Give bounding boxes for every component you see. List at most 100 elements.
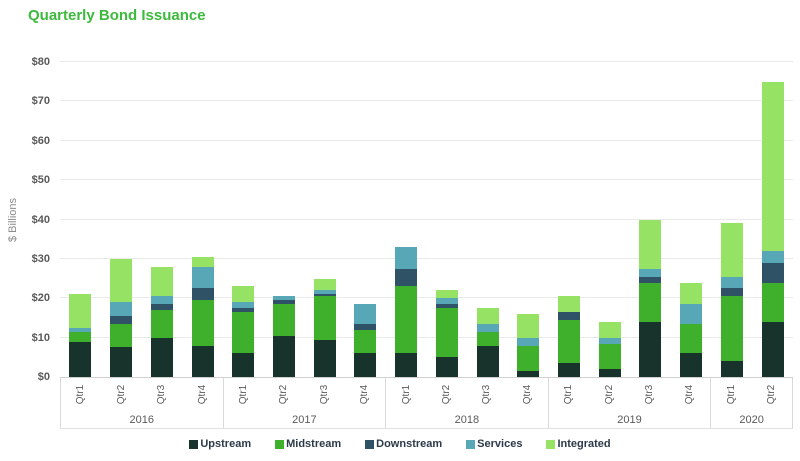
bar-segment-upstream [598, 369, 621, 377]
bar-segment-services [150, 296, 173, 305]
bar-segment-downstream [232, 308, 255, 313]
plot-area [60, 61, 793, 377]
bar-segment-integrated [517, 314, 540, 338]
bar-segment-upstream [395, 353, 418, 377]
x-axis-quarter-label: Qtr3 [481, 384, 493, 405]
bar-segment-upstream [110, 347, 133, 377]
x-axis-quarter-cell: Qtr4 [507, 378, 547, 411]
bar-segment-midstream [435, 308, 458, 358]
bar-column-2017-qtr2 [264, 62, 305, 377]
stacked-bar-2016-qtr1 [69, 294, 92, 377]
quarter-label-row: Qtr1 Qtr2 Qtr3 Qtr4 [61, 378, 223, 411]
gridline [60, 100, 793, 102]
stacked-bar-2019-qtr4 [680, 282, 703, 377]
stacked-bar-2019-qtr1 [558, 296, 581, 377]
y-axis-tick-label: $70 [31, 95, 50, 108]
x-axis-quarter-cell: Qtr4 [670, 378, 710, 411]
bar-segment-midstream [313, 296, 336, 340]
bar-group-2016 [60, 62, 223, 377]
x-axis-quarter-cell: Qtr2 [101, 378, 141, 411]
bar-segment-midstream [272, 304, 295, 336]
stacked-bar-2020-qtr2 [761, 81, 784, 377]
y-axis-tick-label: $50 [31, 174, 50, 187]
x-axis-quarter-cell: Qtr1 [224, 378, 264, 411]
x-axis-quarter-cell: Qtr2 [589, 378, 629, 411]
bar-segment-upstream [313, 339, 336, 377]
bar-segment-integrated [110, 258, 133, 303]
bar-segment-services [476, 323, 499, 332]
bar-segment-upstream [761, 321, 784, 377]
bar-column-2019-qtr2 [589, 62, 630, 377]
bar-column-2018-qtr1 [386, 62, 427, 377]
year-label-row: 2016 [61, 411, 223, 428]
legend-label: Services [477, 438, 523, 450]
bar-segment-downstream [191, 288, 214, 301]
bar-segment-upstream [720, 361, 743, 377]
bar-segment-integrated [720, 223, 743, 277]
bar-segment-downstream [720, 288, 743, 297]
bar-segment-downstream [558, 312, 581, 320]
legend-swatch-upstream [189, 439, 199, 449]
bar-group-2019 [549, 62, 712, 377]
bar-segment-midstream [680, 323, 703, 354]
x-axis-quarter-label: Qtr2 [116, 384, 128, 405]
bar-segment-services [69, 327, 92, 332]
bar-group-2020 [712, 62, 793, 377]
x-axis-quarter-label: Qtr3 [319, 384, 331, 405]
x-axis-quarter-cell: Qtr2 [427, 378, 467, 411]
x-axis-year-label: 2019 [617, 413, 642, 426]
bar-segment-downstream [395, 268, 418, 287]
x-axis-group-2018: Qtr1 Qtr2 Qtr3 Qtr4 2018 [386, 378, 549, 428]
x-axis-quarter-label: Qtr1 [400, 384, 412, 405]
stacked-bar-2018-qtr3 [476, 308, 499, 377]
bar-segment-upstream [680, 353, 703, 377]
bar-segment-downstream [761, 262, 784, 283]
bar-segment-downstream [272, 300, 295, 305]
chart-title: Quarterly Bond Issuance [28, 7, 206, 24]
year-label-row: 2020 [711, 411, 792, 428]
stacked-bar-2018-qtr2 [435, 290, 458, 377]
x-axis-quarter-cell: Qtr3 [304, 378, 344, 411]
x-axis-quarter-cell: Qtr3 [467, 378, 507, 411]
bar-segment-services [517, 337, 540, 346]
x-axis-year-label: 2020 [739, 413, 764, 426]
y-axis-tick-label: $30 [31, 252, 50, 265]
stacked-bar-2017-qtr1 [232, 286, 255, 377]
x-axis-quarter-label: Qtr4 [521, 384, 533, 405]
bar-group-2018 [386, 62, 549, 377]
legend-swatch-services [466, 439, 476, 449]
stacked-bar-2017-qtr2 [272, 296, 295, 377]
bar-segment-services [313, 290, 336, 295]
bar-segment-integrated [150, 266, 173, 297]
gridline [60, 297, 793, 299]
x-axis-quarter-label: Qtr1 [238, 384, 250, 405]
bar-segment-midstream [232, 312, 255, 354]
y-axis-tick-label: $20 [31, 292, 50, 305]
stacked-bar-2016-qtr2 [110, 258, 133, 377]
bar-segment-midstream [558, 319, 581, 364]
x-axis-quarter-cell: Qtr2 [752, 378, 792, 411]
bar-column-2017-qtr4 [345, 62, 386, 377]
bar-segment-upstream [639, 321, 662, 377]
bar-series [60, 62, 793, 377]
bar-segment-upstream [69, 341, 92, 377]
bar-segment-services [354, 304, 377, 324]
gridline [60, 179, 793, 181]
bar-segment-services [761, 251, 784, 263]
year-label-row: 2017 [224, 411, 386, 428]
bar-segment-services [435, 298, 458, 305]
bar-segment-services [272, 296, 295, 301]
legend-item-integrated: Integrated [546, 438, 611, 450]
bar-segment-upstream [150, 337, 173, 377]
quarter-label-row: Qtr1 Qtr2 Qtr3 Qtr4 [386, 378, 548, 411]
x-axis-quarter-label: Qtr1 [75, 384, 87, 405]
bar-segment-services [720, 276, 743, 289]
bar-segment-integrated [435, 290, 458, 299]
legend-swatch-midstream [275, 439, 285, 449]
bar-column-2016-qtr3 [141, 62, 182, 377]
legend: Upstream Midstream Downstream Services Integ… [0, 438, 800, 450]
year-label-row: 2018 [386, 411, 548, 428]
legend-item-downstream: Downstream [365, 438, 442, 450]
bar-column-2019-qtr3 [630, 62, 671, 377]
bar-segment-upstream [558, 363, 581, 377]
